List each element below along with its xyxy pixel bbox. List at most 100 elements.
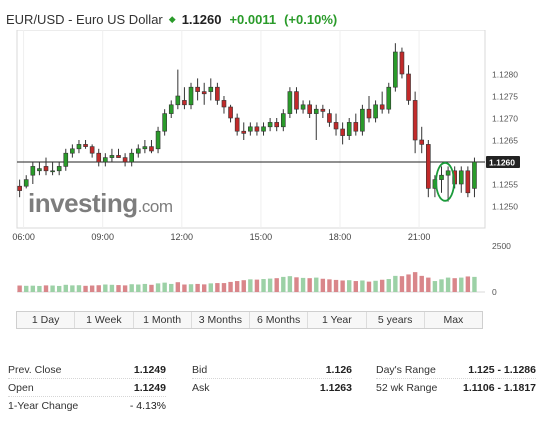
y-tick-label: 1.1275 — [492, 92, 518, 102]
volume-bar — [333, 279, 339, 292]
timeframe-1-year[interactable]: 1 Year — [308, 312, 367, 328]
candle-body — [346, 122, 352, 136]
volume-bar — [70, 285, 75, 292]
candle-body — [320, 108, 326, 112]
volume-bar — [399, 276, 405, 292]
candle-body — [149, 146, 154, 152]
volume-bar — [129, 284, 134, 292]
candle-body — [96, 152, 102, 163]
candle-body — [445, 170, 451, 176]
volume-bar — [43, 285, 49, 292]
timeframe-6-months[interactable]: 6 Months — [250, 312, 309, 328]
divider — [8, 396, 166, 397]
y-tick-label: 1.1250 — [492, 202, 518, 212]
volume-bar — [215, 283, 220, 292]
volume-bar — [241, 280, 246, 292]
stat-prev-close: Prev. Close 1.1249 — [8, 362, 166, 378]
volume-bar — [419, 275, 424, 292]
volume-bar — [89, 285, 95, 292]
candle-body — [333, 122, 339, 130]
candle-body — [17, 185, 22, 191]
instrument-header: EUR/USD - Euro US Dollar ◆ 1.1260 +0.001… — [6, 8, 337, 30]
candle-body — [267, 122, 273, 128]
candle-body — [175, 95, 181, 106]
candle-body — [241, 130, 247, 134]
x-tick-label: 09:00 — [91, 232, 114, 242]
volume-bar — [412, 272, 418, 292]
stat-label: 52 wk Range — [376, 382, 438, 394]
candle-body — [56, 166, 62, 172]
candle-body — [287, 91, 293, 114]
volume-bar — [37, 285, 42, 292]
candle-body — [439, 174, 444, 180]
volume-bar — [188, 284, 194, 292]
candle-body — [23, 179, 29, 187]
candle-body — [162, 113, 167, 132]
y-tick-label: 1.1255 — [492, 180, 518, 190]
candle-body — [426, 144, 431, 189]
timeframe-3-months[interactable]: 3 Months — [192, 312, 250, 328]
candle-body — [155, 130, 161, 150]
candle-body — [116, 155, 121, 158]
divider — [8, 378, 166, 379]
price-change: +0.0011 — [229, 11, 277, 27]
volume-bar — [281, 276, 286, 292]
volume-bar — [314, 277, 319, 292]
timeframe-1-week[interactable]: 1 Week — [75, 312, 134, 328]
volume-bar — [294, 277, 299, 292]
candle-body — [168, 104, 174, 114]
x-tick-label: 06:00 — [12, 232, 35, 242]
candle-body — [201, 91, 207, 95]
volume-bar — [307, 278, 312, 292]
candle-body — [472, 161, 477, 189]
price-chart[interactable]: investing.com 1.1280 1.1275 1.1270 1.1265 1.1… — [0, 30, 546, 310]
volume-bar — [340, 280, 345, 292]
candle-body — [30, 166, 36, 176]
volume-bar — [300, 277, 306, 292]
candle-body — [294, 91, 299, 110]
volume-bar — [267, 278, 273, 292]
volume-bar — [254, 279, 260, 292]
candle-body — [406, 73, 411, 101]
stat-bid: Bid 1.126 — [192, 362, 352, 378]
volume-bar — [287, 276, 293, 292]
y-tick-label: 1.1270 — [492, 114, 518, 124]
stat-1-year-change: 1-Year Change - 4.13% — [8, 398, 166, 414]
volume-bar — [83, 285, 88, 292]
stat-52wk-range: 52 wk Range 1.1106 - 1.1817 — [376, 380, 536, 396]
candle-body — [386, 86, 392, 110]
stat-label: Day's Range — [376, 364, 436, 376]
candle-body — [50, 170, 55, 173]
volume-bar — [30, 285, 36, 292]
volume-bar — [208, 283, 213, 292]
volume-bar — [393, 275, 398, 292]
candle-body — [182, 100, 187, 106]
volume-bar — [142, 283, 148, 292]
candle-body — [215, 86, 220, 101]
volume-bar — [274, 278, 279, 292]
timeframe-max[interactable]: Max — [443, 314, 464, 326]
divider — [192, 378, 352, 379]
stat-label: Prev. Close — [8, 364, 62, 376]
current-price-tag — [486, 156, 520, 168]
volume-bar — [373, 280, 378, 292]
candle-body — [76, 144, 82, 150]
candle-body — [412, 100, 418, 141]
volume-bar — [459, 277, 464, 292]
candle-body — [234, 117, 240, 132]
timeframe-5-years[interactable]: 5 years — [367, 312, 425, 328]
volume-bar — [234, 281, 240, 292]
candle-body — [83, 144, 88, 147]
volume-bar — [261, 279, 266, 292]
timeframe-1-month[interactable]: 1 Month — [134, 312, 192, 328]
candle-body — [248, 126, 253, 132]
timeframe-1-day[interactable]: 1 Day — [17, 312, 76, 328]
candle-body — [221, 100, 227, 108]
candle-body — [393, 51, 398, 88]
timeframe-selector: 1 Day 1 Week 1 Month 3 Months 6 Months 1… — [16, 311, 483, 329]
volume-bar — [202, 284, 207, 292]
candle-body — [274, 122, 280, 128]
candle-body — [142, 146, 148, 150]
volume-bar — [386, 279, 391, 292]
highlight-circle — [435, 161, 455, 202]
